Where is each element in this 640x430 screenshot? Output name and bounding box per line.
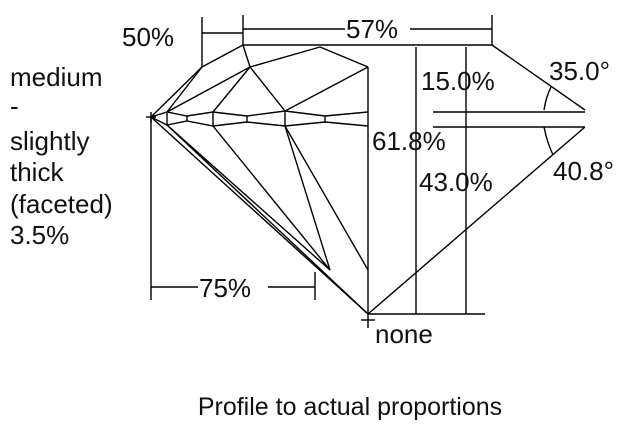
girdle-label-5: (faceted) xyxy=(10,189,113,219)
girdle-label-4: thick xyxy=(10,157,64,187)
culet-label: none xyxy=(375,319,433,349)
star-length-label: 50% xyxy=(122,22,174,52)
total-depth-label: 61.8% xyxy=(372,126,446,156)
crown-angle-label: 35.0° xyxy=(549,56,610,86)
pavilion-depth-label: 43.0% xyxy=(419,167,493,197)
girdle-label-6: 3.5% xyxy=(10,220,69,250)
caption: Profile to actual proportions xyxy=(198,393,502,421)
girdle-label-1: medium xyxy=(10,62,102,92)
crown-height-label: 15.0% xyxy=(421,66,495,96)
girdle-label-2: - xyxy=(10,91,19,121)
dimension-lines xyxy=(150,15,554,315)
pavilion-angle-label: 40.8° xyxy=(553,156,614,186)
girdle-label-3: slightly xyxy=(10,126,89,156)
diamond-outline xyxy=(146,44,586,328)
labels: 50% 57% medium - slightly thick (faceted… xyxy=(10,14,614,421)
table-label: 57% xyxy=(346,14,398,44)
lower-half-label: 75% xyxy=(199,273,251,303)
